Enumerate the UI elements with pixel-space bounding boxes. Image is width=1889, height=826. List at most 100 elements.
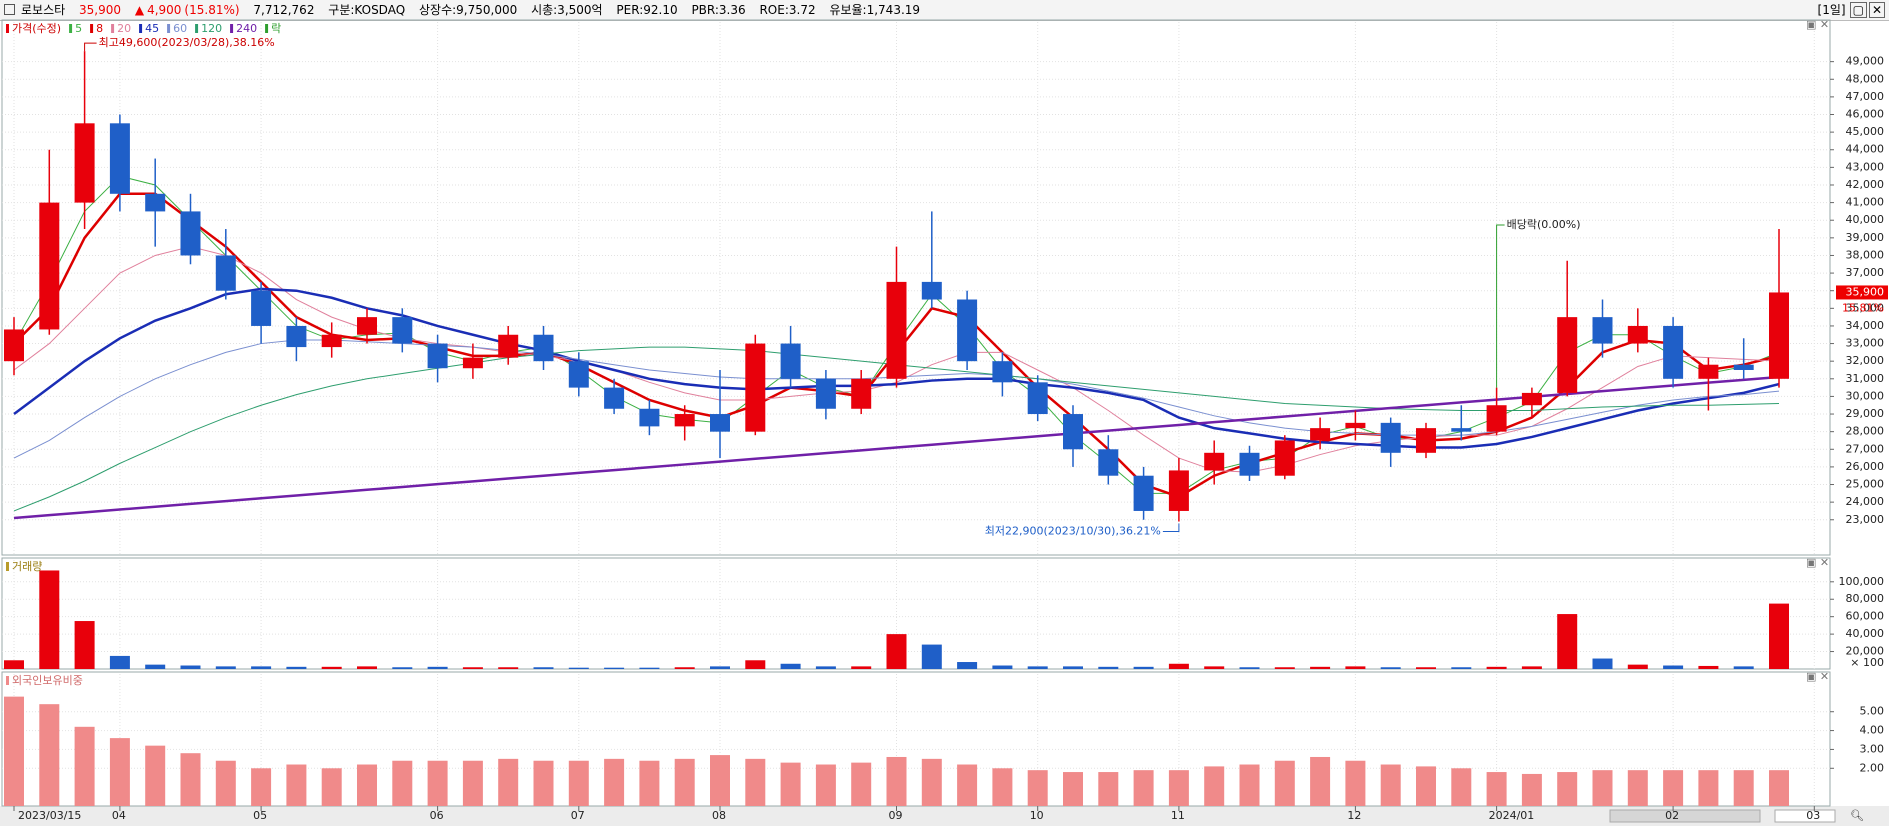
y-tick-label: 32,000	[1846, 354, 1885, 367]
background	[0, 21, 1889, 826]
dividend-line	[1496, 224, 1505, 388]
shares: 상장수:9,750,000	[418, 3, 518, 17]
bar	[886, 634, 907, 669]
bar	[710, 666, 730, 669]
y-tick-label: 42,000	[1846, 178, 1885, 191]
bar	[815, 666, 836, 669]
panel-buttons: ▣ ✕	[1806, 670, 1829, 683]
bar	[1557, 772, 1578, 806]
bar	[780, 663, 801, 669]
panel-frame	[1, 19, 1831, 556]
bar	[1168, 663, 1189, 669]
y-tick-label: 25,000	[1846, 478, 1885, 491]
bar	[39, 704, 60, 806]
bar	[533, 667, 554, 669]
bar	[1627, 770, 1648, 806]
candle-body	[815, 378, 836, 409]
bar	[4, 660, 24, 669]
candle-body	[1557, 317, 1578, 393]
roe: ROE:3.72	[759, 3, 816, 17]
candle-body	[1416, 428, 1436, 453]
bar	[1733, 666, 1754, 669]
legend-label: 45	[145, 22, 159, 35]
x-tick-label: 11	[1171, 809, 1185, 822]
legend-label: 20	[117, 22, 131, 35]
y-tick-label: 30,000	[1846, 389, 1885, 402]
scrollbar[interactable]	[1609, 809, 1761, 823]
restore-button[interactable]: ▢	[1849, 2, 1867, 18]
bar	[1663, 665, 1684, 669]
candle-body	[1098, 449, 1119, 476]
candle-body	[321, 334, 342, 348]
y-tick-label: 60,000	[1846, 610, 1885, 623]
y-tick-label: 34,000	[1846, 319, 1885, 332]
candle-body	[1063, 414, 1083, 450]
period-button[interactable]: [1일]	[1817, 3, 1846, 17]
candle-body	[992, 361, 1013, 383]
legend-label: 120	[201, 22, 222, 35]
bar	[1098, 666, 1119, 669]
y-tick-label: 46,000	[1846, 108, 1885, 121]
y-tick-label: 35,000	[1846, 301, 1885, 314]
zoom-buttons[interactable]: 🔍︎	[1850, 809, 1864, 822]
y-tick-label: 2.00	[1860, 761, 1885, 774]
candle-body	[921, 281, 942, 300]
y-tick-label: 43,000	[1846, 160, 1885, 173]
bar	[1133, 666, 1154, 669]
bar	[462, 667, 483, 669]
per: PER:92.10	[616, 3, 678, 17]
candle-body	[886, 281, 907, 379]
bar	[745, 758, 766, 806]
icon	[4, 4, 15, 15]
x-tick-label: 09	[889, 809, 903, 822]
legend-label: 60	[173, 22, 187, 35]
volume: 7,712,762	[253, 3, 315, 17]
candle-body	[710, 414, 730, 432]
annotation-dividend: 배당락(0.00%)	[1507, 218, 1581, 231]
legend-swatch	[139, 24, 143, 33]
candle-body	[357, 317, 377, 335]
candle-body	[1380, 422, 1401, 453]
bar	[392, 760, 413, 806]
candle-body	[568, 361, 589, 388]
current-price: 35,900	[1846, 285, 1885, 298]
candle-body	[109, 123, 130, 194]
bar	[992, 768, 1013, 806]
bar	[4, 696, 24, 806]
candle-body	[1133, 475, 1154, 511]
bar	[498, 758, 519, 806]
bar	[1204, 766, 1225, 806]
bar	[1380, 764, 1401, 806]
stock-name: 로보스타	[21, 3, 66, 17]
y-tick-label: 49,000	[1846, 55, 1885, 68]
bar	[1204, 666, 1225, 669]
x-tick-label: 07	[571, 809, 585, 822]
bar	[109, 738, 130, 806]
bar	[533, 760, 554, 806]
candle-body	[145, 193, 166, 212]
bar	[251, 768, 272, 806]
zoom-slider[interactable]	[1774, 809, 1836, 823]
bar	[286, 764, 307, 806]
close-button[interactable]: ✕	[1868, 2, 1885, 18]
bar	[357, 764, 377, 806]
y-tick-label: 26,000	[1846, 460, 1885, 473]
bar	[710, 755, 730, 806]
candle-body	[498, 334, 519, 358]
bar	[568, 667, 589, 669]
y-tick-label: 37,000	[1846, 266, 1885, 279]
candle-body	[1733, 364, 1754, 370]
candle-body	[1698, 364, 1719, 379]
legend-label: 8	[96, 22, 103, 35]
bar	[145, 664, 166, 669]
y-tick-label: 40,000	[1846, 213, 1885, 226]
legend-label: 가격(수정)	[12, 22, 61, 35]
bar	[1627, 664, 1648, 669]
bar	[568, 760, 589, 806]
candle-body	[533, 334, 554, 362]
legend-swatch	[90, 24, 94, 33]
candle-body	[1345, 422, 1366, 429]
market: 구분:KOSDAQ	[328, 3, 406, 17]
candle-body	[1627, 325, 1648, 344]
